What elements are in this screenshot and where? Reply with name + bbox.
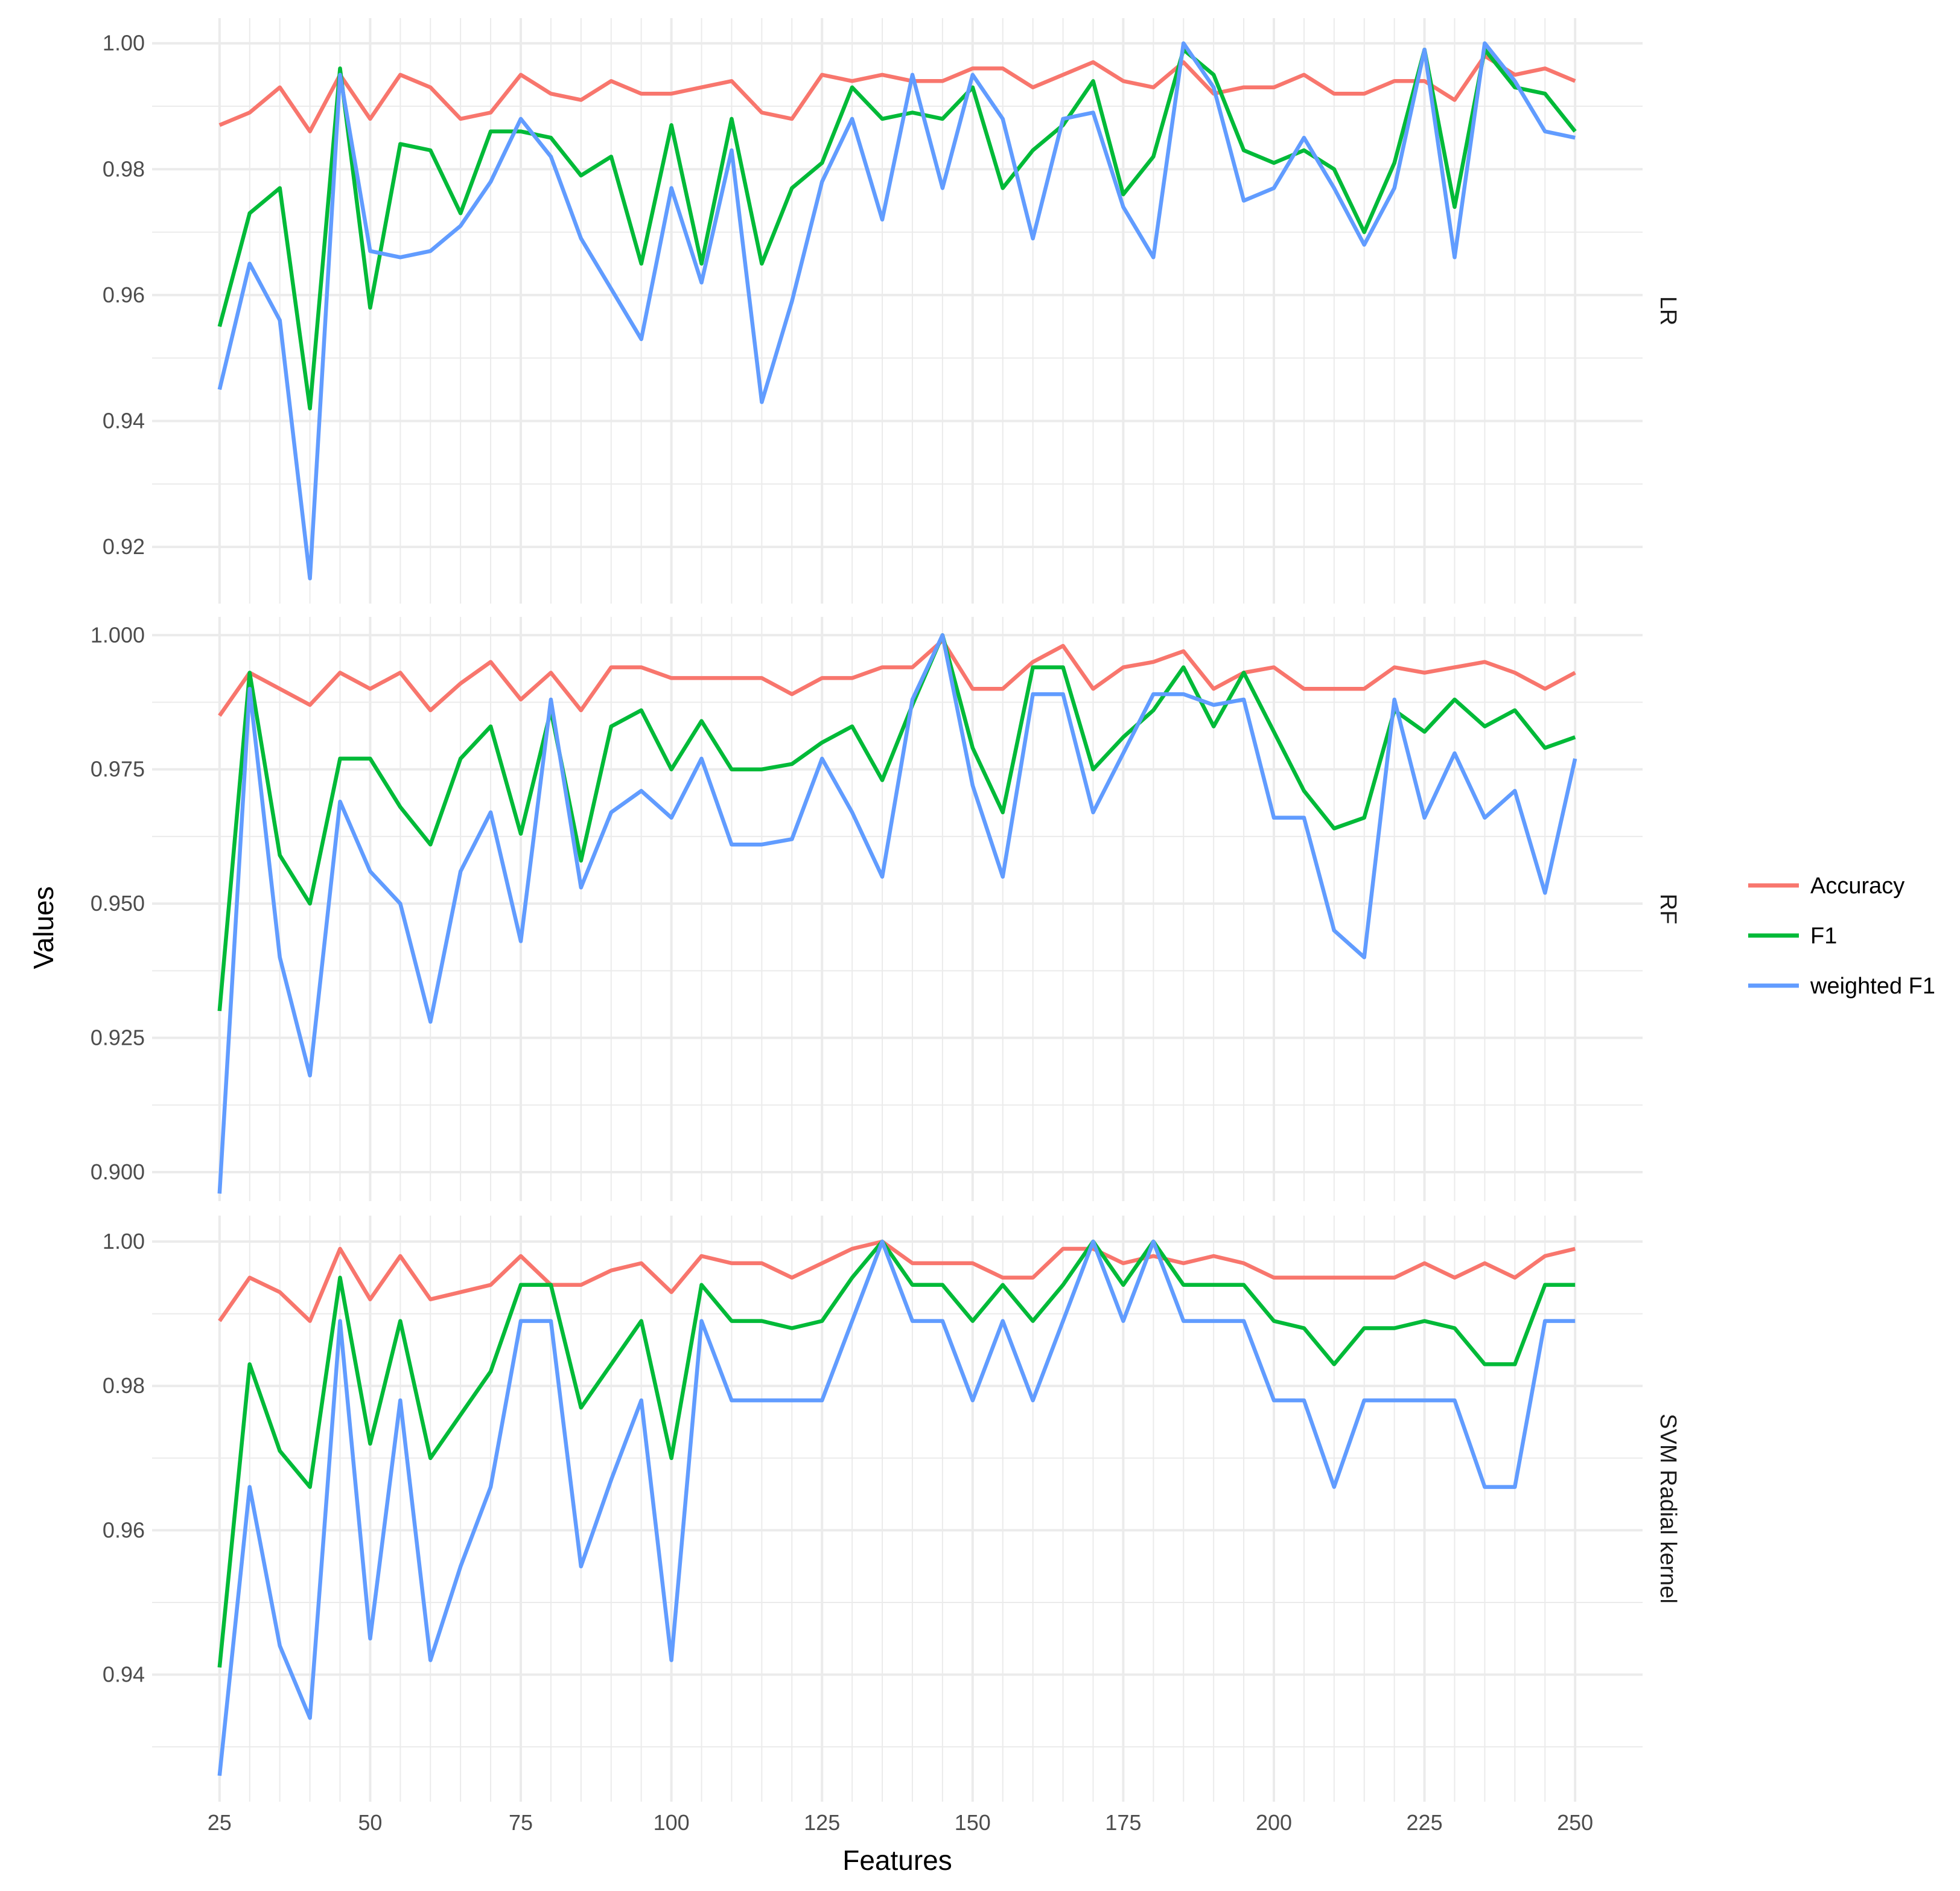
y-tick-label: 0.98 xyxy=(103,1373,145,1398)
y-tick-label: 0.96 xyxy=(103,282,145,307)
y-tick-label: 1.00 xyxy=(103,1229,145,1254)
y-tick-label: 0.98 xyxy=(103,156,145,181)
panel-rf: 0.900 0.925 0.950 0.975 1.000 RF xyxy=(91,617,1681,1201)
x-tick-label: 200 xyxy=(1256,1810,1292,1835)
legend: Accuracy F1 weighted F1 xyxy=(1748,873,1935,999)
x-tick-label: 25 xyxy=(208,1810,232,1835)
x-tick-label: 150 xyxy=(955,1810,991,1835)
y-tick-label: 0.92 xyxy=(103,534,145,559)
y-tick-label: 1.000 xyxy=(91,622,145,647)
x-tick-label: 50 xyxy=(358,1810,382,1835)
legend-label: F1 xyxy=(1810,923,1837,949)
x-tick-label: 100 xyxy=(654,1810,690,1835)
series-line-weighted-f1 xyxy=(217,1239,1576,1776)
y-tick-label: 0.96 xyxy=(103,1517,145,1542)
series-line-accuracy xyxy=(218,1239,1576,1323)
series-line-weighted-f1 xyxy=(217,41,1576,581)
legend-label: weighted F1 xyxy=(1810,974,1935,999)
legend-label: Accuracy xyxy=(1810,873,1904,899)
y-axis-title: Values xyxy=(28,886,59,969)
series-line-f1 xyxy=(217,1239,1576,1668)
series-line-accuracy xyxy=(218,638,1576,717)
x-tick-label: 175 xyxy=(1105,1810,1141,1835)
x-tick-label: 75 xyxy=(509,1810,533,1835)
y-tick-label: 0.900 xyxy=(91,1159,145,1184)
y-tick-label: 0.925 xyxy=(91,1025,145,1050)
x-tick-label: 250 xyxy=(1557,1810,1593,1835)
series-line-accuracy xyxy=(218,54,1576,133)
series-line-f1 xyxy=(217,633,1576,1012)
y-tick-label: 0.94 xyxy=(103,409,145,433)
y-tick-label: 0.950 xyxy=(91,891,145,916)
panels-layer: 0.920.940.960.981.00LR0.9000.9250.9500.9… xyxy=(91,18,1681,1802)
strip-label: SVM Radial kernel xyxy=(1655,1414,1681,1604)
x-tick-label: 125 xyxy=(804,1810,840,1835)
x-tick-label: 225 xyxy=(1407,1810,1443,1835)
x-axis-title: Features xyxy=(842,1845,952,1876)
strip-label: RF xyxy=(1655,894,1681,925)
panel-lr: 0.92 0.94 0.96 0.98 1.00 LR xyxy=(103,18,1681,604)
y-tick-label: 1.00 xyxy=(103,31,145,56)
series-line-f1 xyxy=(217,47,1577,410)
strip-label: LR xyxy=(1655,296,1681,326)
series-line-weighted-f1 xyxy=(217,633,1577,1194)
x-axis: 25 50 75 100 125 150 175 200 225 250 xyxy=(208,1810,1593,1835)
y-tick-label: 0.94 xyxy=(103,1662,145,1687)
panel-svm-radial-kernel: 0.94 0.96 0.98 1.00 SVM Radial kernel xyxy=(103,1216,1681,1802)
y-tick-label: 0.975 xyxy=(91,757,145,782)
